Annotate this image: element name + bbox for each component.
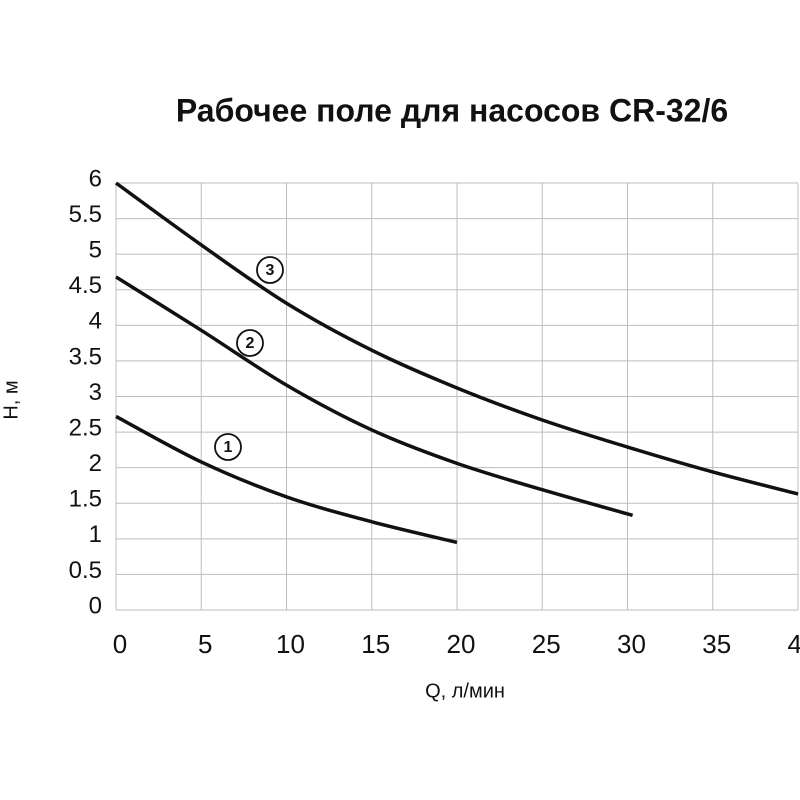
- x-tick-label: 15: [361, 629, 390, 659]
- series-label: 3: [266, 262, 275, 279]
- y-tick-label: 1.5: [69, 486, 102, 513]
- x-tick-label: 5: [198, 629, 212, 659]
- y-tick-label: 2: [89, 450, 102, 477]
- y-tick-label: 3.5: [69, 343, 102, 370]
- series-label: 2: [246, 335, 255, 352]
- series-label: 1: [224, 439, 233, 456]
- curve: [115, 275, 634, 518]
- curve: [115, 414, 458, 545]
- y-tick-label: 4: [89, 308, 102, 335]
- y-tick-label: 0.5: [69, 557, 102, 584]
- y-tick-label: 2.5: [69, 414, 102, 441]
- x-tick-label: 0: [113, 629, 127, 659]
- x-tick-label: 20: [447, 629, 476, 659]
- y-tick-label: 4.5: [69, 272, 102, 299]
- curve: [114, 181, 799, 496]
- x-tick-label: 25: [532, 629, 561, 659]
- series-label-circle: [236, 329, 264, 357]
- y-tick-label: 5: [89, 237, 102, 264]
- series-label-circle: [256, 256, 284, 284]
- x-tick-label: 30: [617, 629, 646, 659]
- y-tick-label: 5.5: [69, 201, 102, 228]
- y-tick-label: 1: [89, 521, 102, 548]
- x-axis-label: Q, л/мин: [425, 680, 505, 702]
- x-tick-label: 10: [276, 629, 305, 659]
- y-tick-label: 3: [89, 379, 102, 406]
- series-label-circle: [214, 433, 242, 461]
- y-axis-label: H, м: [0, 380, 22, 419]
- y-tick-label: 0: [89, 592, 102, 619]
- y-tick-label: 6: [89, 165, 102, 192]
- x-tick-label: 35: [702, 629, 731, 659]
- chart-title: Рабочее поле для насосов CR-32/6: [176, 92, 728, 128]
- x-tick-label: 40: [788, 629, 800, 659]
